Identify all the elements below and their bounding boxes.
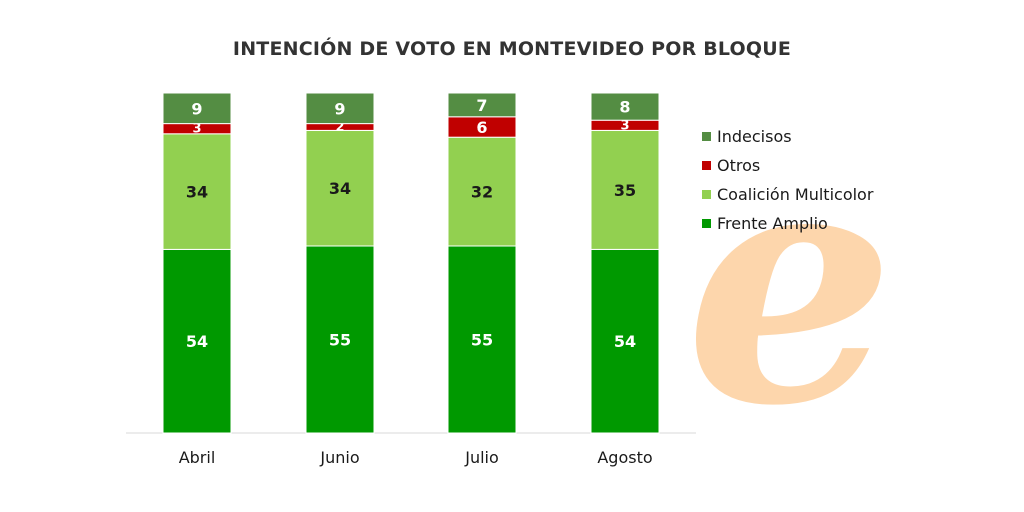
bar-segment-frente-amplio [162,248,232,434]
legend: Indecisos Otros Coalición Multicolor Frente… [702,122,873,238]
bar-segment-indecisos [590,92,660,121]
x-tick-label: Abril [179,448,216,467]
data-label: 2 [335,120,344,135]
legend-label: Coalición Multicolor [717,185,874,204]
legend-item: Otros [702,151,873,180]
data-label: 3 [620,118,629,133]
legend-swatch [702,161,711,170]
data-label: 6 [476,118,487,137]
legend-label: Indecisos [717,127,792,146]
x-tick-label: Junio [319,448,359,467]
data-label: 32 [471,183,493,202]
legend-label: Frente Amplio [717,214,828,233]
bar-segment-indecisos [447,92,517,118]
data-label: 55 [471,331,493,350]
data-label: 7 [476,96,487,115]
legend-swatch [702,190,711,199]
bar-segment-indecisos [162,92,232,125]
legend-swatch [702,219,711,228]
bar-segment-indecisos [305,92,375,125]
svg-text:e: e [685,150,895,440]
legend-item: Frente Amplio [702,209,873,238]
bar-segment-coalicion-multicolor [447,136,517,247]
data-label: 3 [192,122,201,137]
bar-segment-frente-amplio [590,248,660,434]
legend-label: Otros [717,156,761,175]
data-label: 9 [191,99,202,118]
data-label: 54 [614,332,636,351]
brand-logo-e-icon: e [685,150,895,440]
x-tick-label: Julio [464,448,499,467]
data-label: 34 [329,179,351,198]
legend-item: Coalición Multicolor [702,180,873,209]
data-label: 55 [329,331,351,350]
data-label: 35 [614,181,636,200]
data-label: 8 [619,98,630,117]
data-label: 9 [334,99,345,118]
bar-segment-coalicion-multicolor [590,129,660,250]
bar-segment-frente-amplio [447,245,517,434]
data-label: 54 [186,332,208,351]
data-label: 34 [186,183,208,202]
legend-swatch [702,132,711,141]
x-tick-label: Agosto [597,448,652,467]
legend-item: Indecisos [702,122,873,151]
chart-title: INTENCIÓN DE VOTO EN MONTEVIDEO POR BLOQ… [232,38,792,60]
